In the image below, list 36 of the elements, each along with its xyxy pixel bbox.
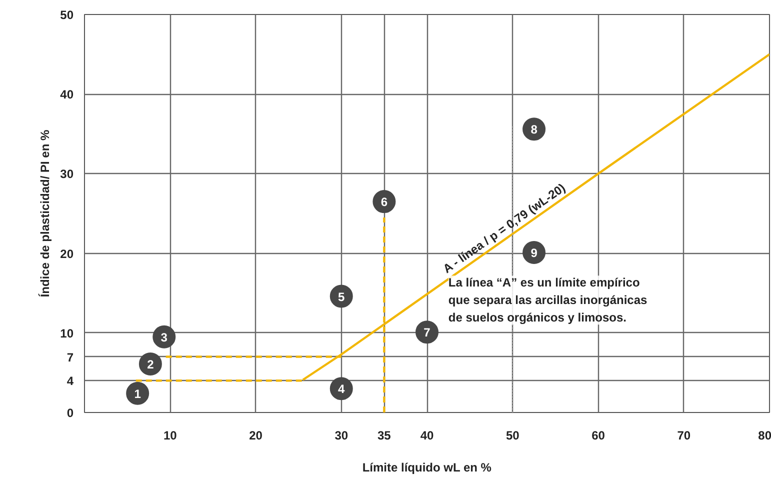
x-axis-title: Límite líquido wL en %	[362, 460, 492, 474]
x-tick-label: 80	[758, 428, 771, 442]
point	[126, 382, 150, 405]
point	[522, 118, 546, 141]
y-tick-label: 10	[60, 326, 74, 340]
point	[138, 352, 162, 376]
y-axis-title: Índice de plasticidad/ PI en %	[38, 129, 52, 298]
y-tick-label: 4	[66, 374, 74, 388]
annotation: 8	[530, 122, 538, 137]
annotation: 4	[338, 382, 346, 396]
point	[152, 325, 176, 348]
x-tick-label: 50	[506, 428, 520, 442]
point	[416, 320, 438, 344]
annotation: 3	[160, 330, 168, 344]
annotation: La línea “A” es un límite empírico que separa las arcillas inorgánicas de suelos orgánicos y limosos.	[448, 276, 648, 325]
x-tick-label: 70	[677, 428, 691, 442]
annotation: 7	[424, 326, 431, 340]
y-tick-label: 30	[60, 167, 74, 182]
x-tick-label: 20	[249, 428, 263, 442]
point	[522, 241, 546, 264]
y-tick-label: 40	[60, 88, 74, 102]
point	[330, 284, 353, 308]
x-tick-label: 10	[163, 428, 178, 442]
y-tick-label: 50	[60, 8, 74, 22]
annotation: 1	[134, 386, 142, 401]
annotation: 2	[147, 357, 154, 372]
annotation: 9	[530, 246, 538, 260]
x-tick-label: 30	[334, 428, 348, 442]
annotation: 5	[338, 290, 346, 304]
x-tick-label: 35	[378, 428, 392, 442]
y-tick-label: 7	[66, 350, 74, 364]
y-tick-label: 0	[66, 406, 74, 420]
y-tick-label: 20	[60, 246, 74, 261]
x-tick-label: 40	[420, 428, 434, 442]
annotation: 6	[380, 195, 388, 210]
x-tick-label: 60	[592, 428, 606, 442]
